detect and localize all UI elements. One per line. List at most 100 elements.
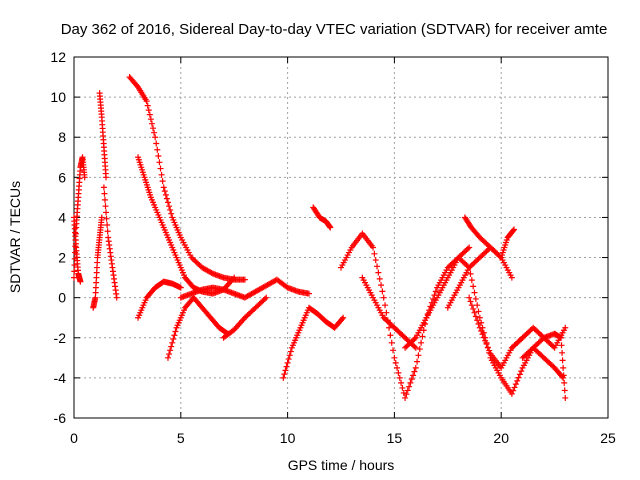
data-point bbox=[378, 282, 385, 289]
data-point bbox=[392, 359, 399, 366]
data-point bbox=[152, 134, 159, 141]
data-point bbox=[484, 344, 491, 351]
data-point bbox=[371, 250, 378, 257]
data-point bbox=[282, 367, 289, 374]
data-point bbox=[104, 228, 111, 235]
data-point bbox=[411, 368, 418, 375]
data-point bbox=[470, 283, 477, 290]
y-tick-label: 8 bbox=[58, 129, 66, 145]
data-point bbox=[150, 125, 157, 132]
data-point bbox=[287, 348, 294, 355]
data-point bbox=[419, 333, 426, 340]
data-point bbox=[508, 390, 515, 397]
data-point bbox=[81, 174, 88, 181]
data-point bbox=[100, 184, 107, 191]
series-sat-d bbox=[96, 90, 110, 181]
data-point bbox=[478, 328, 485, 335]
y-tick-label: 0 bbox=[58, 290, 66, 306]
data-point bbox=[510, 387, 517, 394]
data-point bbox=[241, 276, 248, 283]
data-point bbox=[466, 244, 473, 251]
series-sat-p bbox=[402, 244, 473, 351]
data-point bbox=[147, 116, 154, 123]
data-point bbox=[562, 324, 569, 331]
data-point bbox=[410, 372, 417, 379]
data-point bbox=[391, 354, 398, 361]
data-point bbox=[164, 354, 171, 361]
data-point bbox=[387, 332, 394, 339]
data-point bbox=[92, 289, 99, 296]
data-point bbox=[406, 383, 413, 390]
data-point bbox=[375, 269, 382, 276]
data-point bbox=[398, 379, 405, 386]
data-point bbox=[93, 279, 100, 286]
data-point bbox=[71, 274, 77, 281]
data-point bbox=[474, 302, 481, 309]
data-point bbox=[380, 294, 387, 301]
data-point bbox=[98, 214, 105, 221]
x-tick-label: 0 bbox=[70, 430, 78, 446]
data-point bbox=[432, 288, 439, 295]
series-sat-c bbox=[90, 214, 105, 311]
y-tick-label: -2 bbox=[54, 330, 67, 346]
data-point bbox=[480, 334, 487, 341]
data-point bbox=[467, 270, 474, 277]
series-sat-h bbox=[135, 278, 184, 321]
data-point bbox=[167, 347, 174, 354]
data-point bbox=[286, 352, 293, 359]
data-point bbox=[171, 332, 178, 339]
data-point bbox=[390, 347, 397, 354]
data-point bbox=[402, 394, 409, 401]
data-point bbox=[94, 259, 101, 266]
series-sat-g bbox=[135, 154, 238, 297]
data-point bbox=[395, 369, 402, 376]
data-point bbox=[305, 290, 312, 297]
data-point bbox=[407, 379, 414, 386]
data-point bbox=[560, 364, 567, 371]
grid bbox=[74, 57, 608, 418]
series-sat-n bbox=[338, 230, 567, 401]
data-point bbox=[370, 244, 377, 251]
y-axis-label: SDTVAR / TECUs bbox=[7, 181, 23, 293]
data-point bbox=[208, 269, 215, 276]
data-point bbox=[77, 278, 84, 285]
x-axis-label: GPS time / hours bbox=[288, 457, 395, 473]
x-tick-label: 25 bbox=[600, 430, 616, 446]
chart-title: Day 362 of 2016, Sidereal Day-to-day VTE… bbox=[61, 21, 608, 38]
data-point bbox=[93, 264, 100, 271]
series-sat-l bbox=[280, 304, 347, 381]
data-point bbox=[283, 363, 290, 370]
data-point bbox=[379, 288, 386, 295]
data-point bbox=[154, 146, 161, 153]
data-points bbox=[71, 74, 569, 401]
y-tick-label: 4 bbox=[58, 209, 66, 225]
data-point bbox=[562, 394, 569, 401]
data-point bbox=[281, 371, 288, 378]
data-point bbox=[155, 153, 162, 160]
data-point bbox=[411, 336, 418, 343]
data-point bbox=[514, 377, 521, 384]
data-point bbox=[418, 339, 425, 346]
data-point bbox=[382, 302, 389, 309]
data-point bbox=[102, 203, 109, 210]
data-point bbox=[263, 294, 270, 301]
series-sat-e bbox=[100, 184, 120, 301]
data-point bbox=[400, 389, 407, 396]
data-point bbox=[470, 305, 477, 312]
data-point bbox=[414, 358, 421, 365]
data-point bbox=[166, 203, 173, 210]
y-tick-label: 12 bbox=[50, 49, 66, 65]
plot-frame bbox=[73, 56, 609, 419]
data-point bbox=[93, 274, 100, 281]
data-point bbox=[168, 343, 175, 350]
data-point bbox=[93, 269, 100, 276]
data-point bbox=[558, 334, 565, 341]
axis-ticks: 0 5 10 15 20 25 -6 -4 -2 0 2 4 6 8 10 12 bbox=[50, 49, 616, 446]
data-point bbox=[558, 342, 565, 349]
data-point bbox=[231, 274, 238, 281]
data-point bbox=[172, 328, 179, 335]
data-point bbox=[327, 224, 334, 231]
data-point bbox=[166, 351, 173, 358]
data-point bbox=[146, 111, 153, 118]
data-point bbox=[511, 226, 518, 233]
